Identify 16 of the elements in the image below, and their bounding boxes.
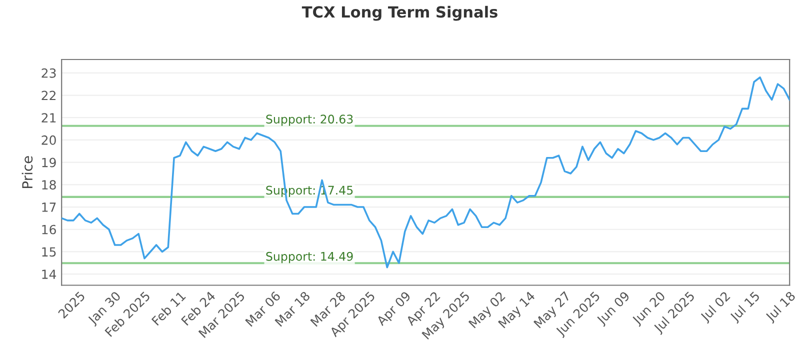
y-axis-title: Price <box>22 156 33 188</box>
y-tick-label: 20 <box>42 135 56 145</box>
y-tick-label: 21 <box>42 113 56 122</box>
y-tick-label: 15 <box>42 247 56 257</box>
y-tick-label: 23 <box>42 68 56 78</box>
y-tick-label: 16 <box>42 224 56 234</box>
ref-line-label: Support: 14.49 <box>266 252 353 264</box>
x-tick-label: Jul 18 <box>764 290 798 324</box>
y-tick-label: 17 <box>42 202 56 212</box>
y-tick-label: 19 <box>42 158 56 168</box>
y-tick-label: 14 <box>42 270 56 279</box>
y-tick-label: 22 <box>42 90 56 100</box>
line-series <box>62 76 790 268</box>
ref-line-label: Support: 20.63 <box>266 114 353 126</box>
y-tick-label: 18 <box>42 180 56 190</box>
chart-title: TCX Long Term Signals <box>302 6 498 21</box>
